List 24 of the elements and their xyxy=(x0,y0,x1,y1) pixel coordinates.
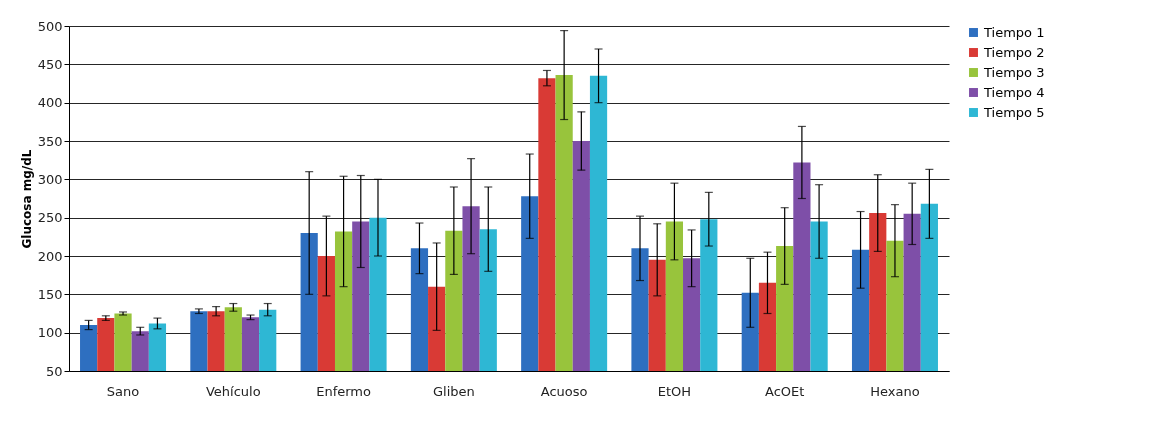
legend-label: Tiempo 3 xyxy=(983,64,1045,80)
x-tick-label: Enfermo xyxy=(316,383,372,399)
x-tick-label: AcOEt xyxy=(765,383,805,399)
legend-label: Tiempo 4 xyxy=(983,84,1045,100)
x-tick-label: Gliben xyxy=(432,383,475,399)
y-tick-label: 100 xyxy=(37,325,63,341)
y-tick-label: 50 xyxy=(45,363,63,379)
x-tick-label: Sano xyxy=(106,383,140,399)
x-tick-label: Acuoso xyxy=(540,383,588,399)
y-tick-label: 200 xyxy=(37,248,63,264)
y-tick-label: 400 xyxy=(37,95,63,111)
y-tick-label: 450 xyxy=(37,56,63,72)
y-tick-label: 150 xyxy=(37,286,63,302)
y-tick-label: 500 xyxy=(37,18,63,34)
legend-label: Tiempo 5 xyxy=(983,104,1045,120)
y-tick-label: 350 xyxy=(37,133,63,149)
legend-label: Tiempo 1 xyxy=(983,24,1045,40)
x-tick-label: Hexano xyxy=(870,383,920,399)
y-axis-title: Glucosa mg/dL xyxy=(19,149,34,249)
legend-label: Tiempo 2 xyxy=(983,44,1045,60)
y-tick-label: 300 xyxy=(37,171,63,187)
y-tick-label: 250 xyxy=(37,210,63,226)
x-tick-label: EtOH xyxy=(657,383,692,399)
x-tick-label: Vehículo xyxy=(205,383,261,399)
